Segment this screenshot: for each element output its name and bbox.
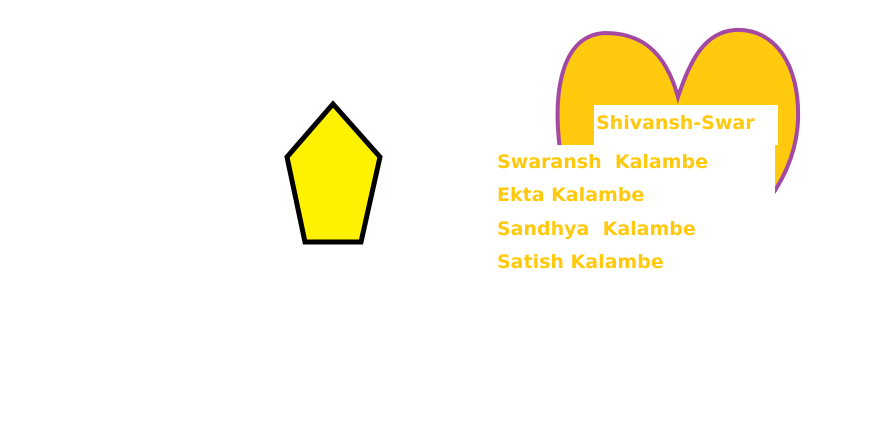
name-line-3: Sandhya Kalambe	[497, 218, 696, 240]
name-line-1: Swaransh Kalambe	[497, 151, 709, 173]
name-line-4: Satish Kalambe	[497, 251, 664, 273]
heart-title-background	[594, 105, 778, 145]
name-line-2: Ekta Kalambe	[497, 184, 645, 206]
pentagon-shape	[284, 100, 383, 245]
names-background	[495, 145, 775, 285]
heart-title: Shivansh-Swar	[596, 112, 755, 134]
